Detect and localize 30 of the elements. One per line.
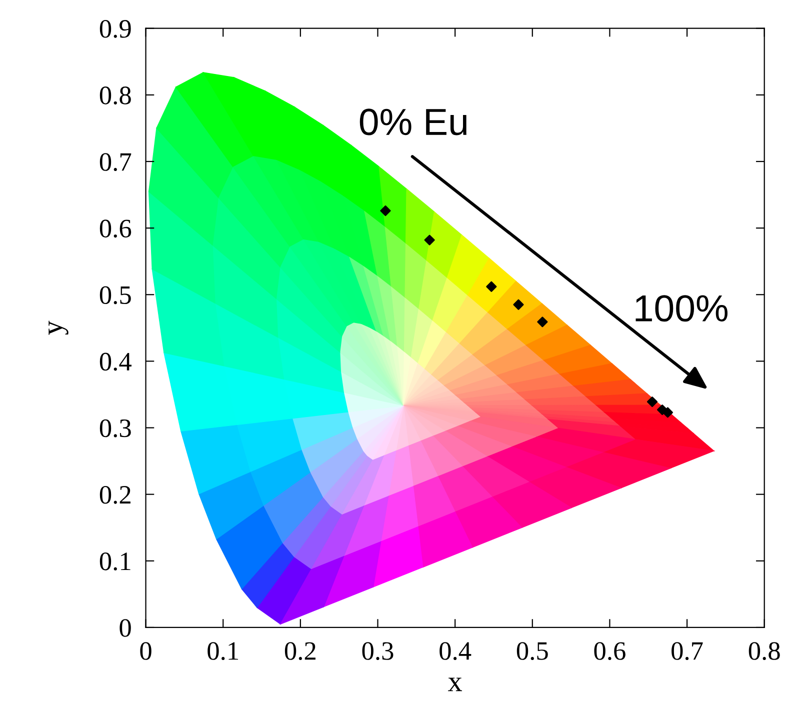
point xyxy=(486,281,497,292)
y-tick-label: 0.8 xyxy=(100,86,131,104)
x-tick-label: 0 xyxy=(140,642,152,660)
x-tick-label: 0.3 xyxy=(362,642,394,660)
x-tick-label: 0.7 xyxy=(672,642,703,660)
point xyxy=(646,396,658,408)
y-tick-label: 0.4 xyxy=(100,352,132,371)
point xyxy=(662,407,674,418)
y-tick-label: 0.1 xyxy=(100,552,130,570)
y-tick-label: 0.9 xyxy=(100,20,131,38)
point xyxy=(537,316,548,328)
y-tick-label: 0.6 xyxy=(100,220,132,238)
x-tick-label: 0.2 xyxy=(284,642,316,660)
y-tick-label: 0.3 xyxy=(100,419,131,438)
y-tick-label: 0.7 xyxy=(100,153,132,172)
y-tick-label: 0.5 xyxy=(100,286,131,304)
x-tick-label: 0.1 xyxy=(208,642,238,660)
y-tick-label: 0 xyxy=(120,619,131,637)
point xyxy=(380,205,391,216)
point xyxy=(513,299,524,310)
annotation: 0% Eu xyxy=(360,108,466,136)
annotation: 100% xyxy=(636,295,728,322)
y-axis-title: y xyxy=(48,320,68,335)
point xyxy=(424,234,435,246)
x-tick-label: 0.8 xyxy=(748,642,780,660)
x-tick-label: 0.6 xyxy=(594,642,626,660)
x-axis-title: x xyxy=(448,678,462,692)
x-tick-label: 0.4 xyxy=(440,642,472,660)
y-tick-label: 0.2 xyxy=(100,486,130,504)
x-tick-label: 0.5 xyxy=(516,642,548,660)
